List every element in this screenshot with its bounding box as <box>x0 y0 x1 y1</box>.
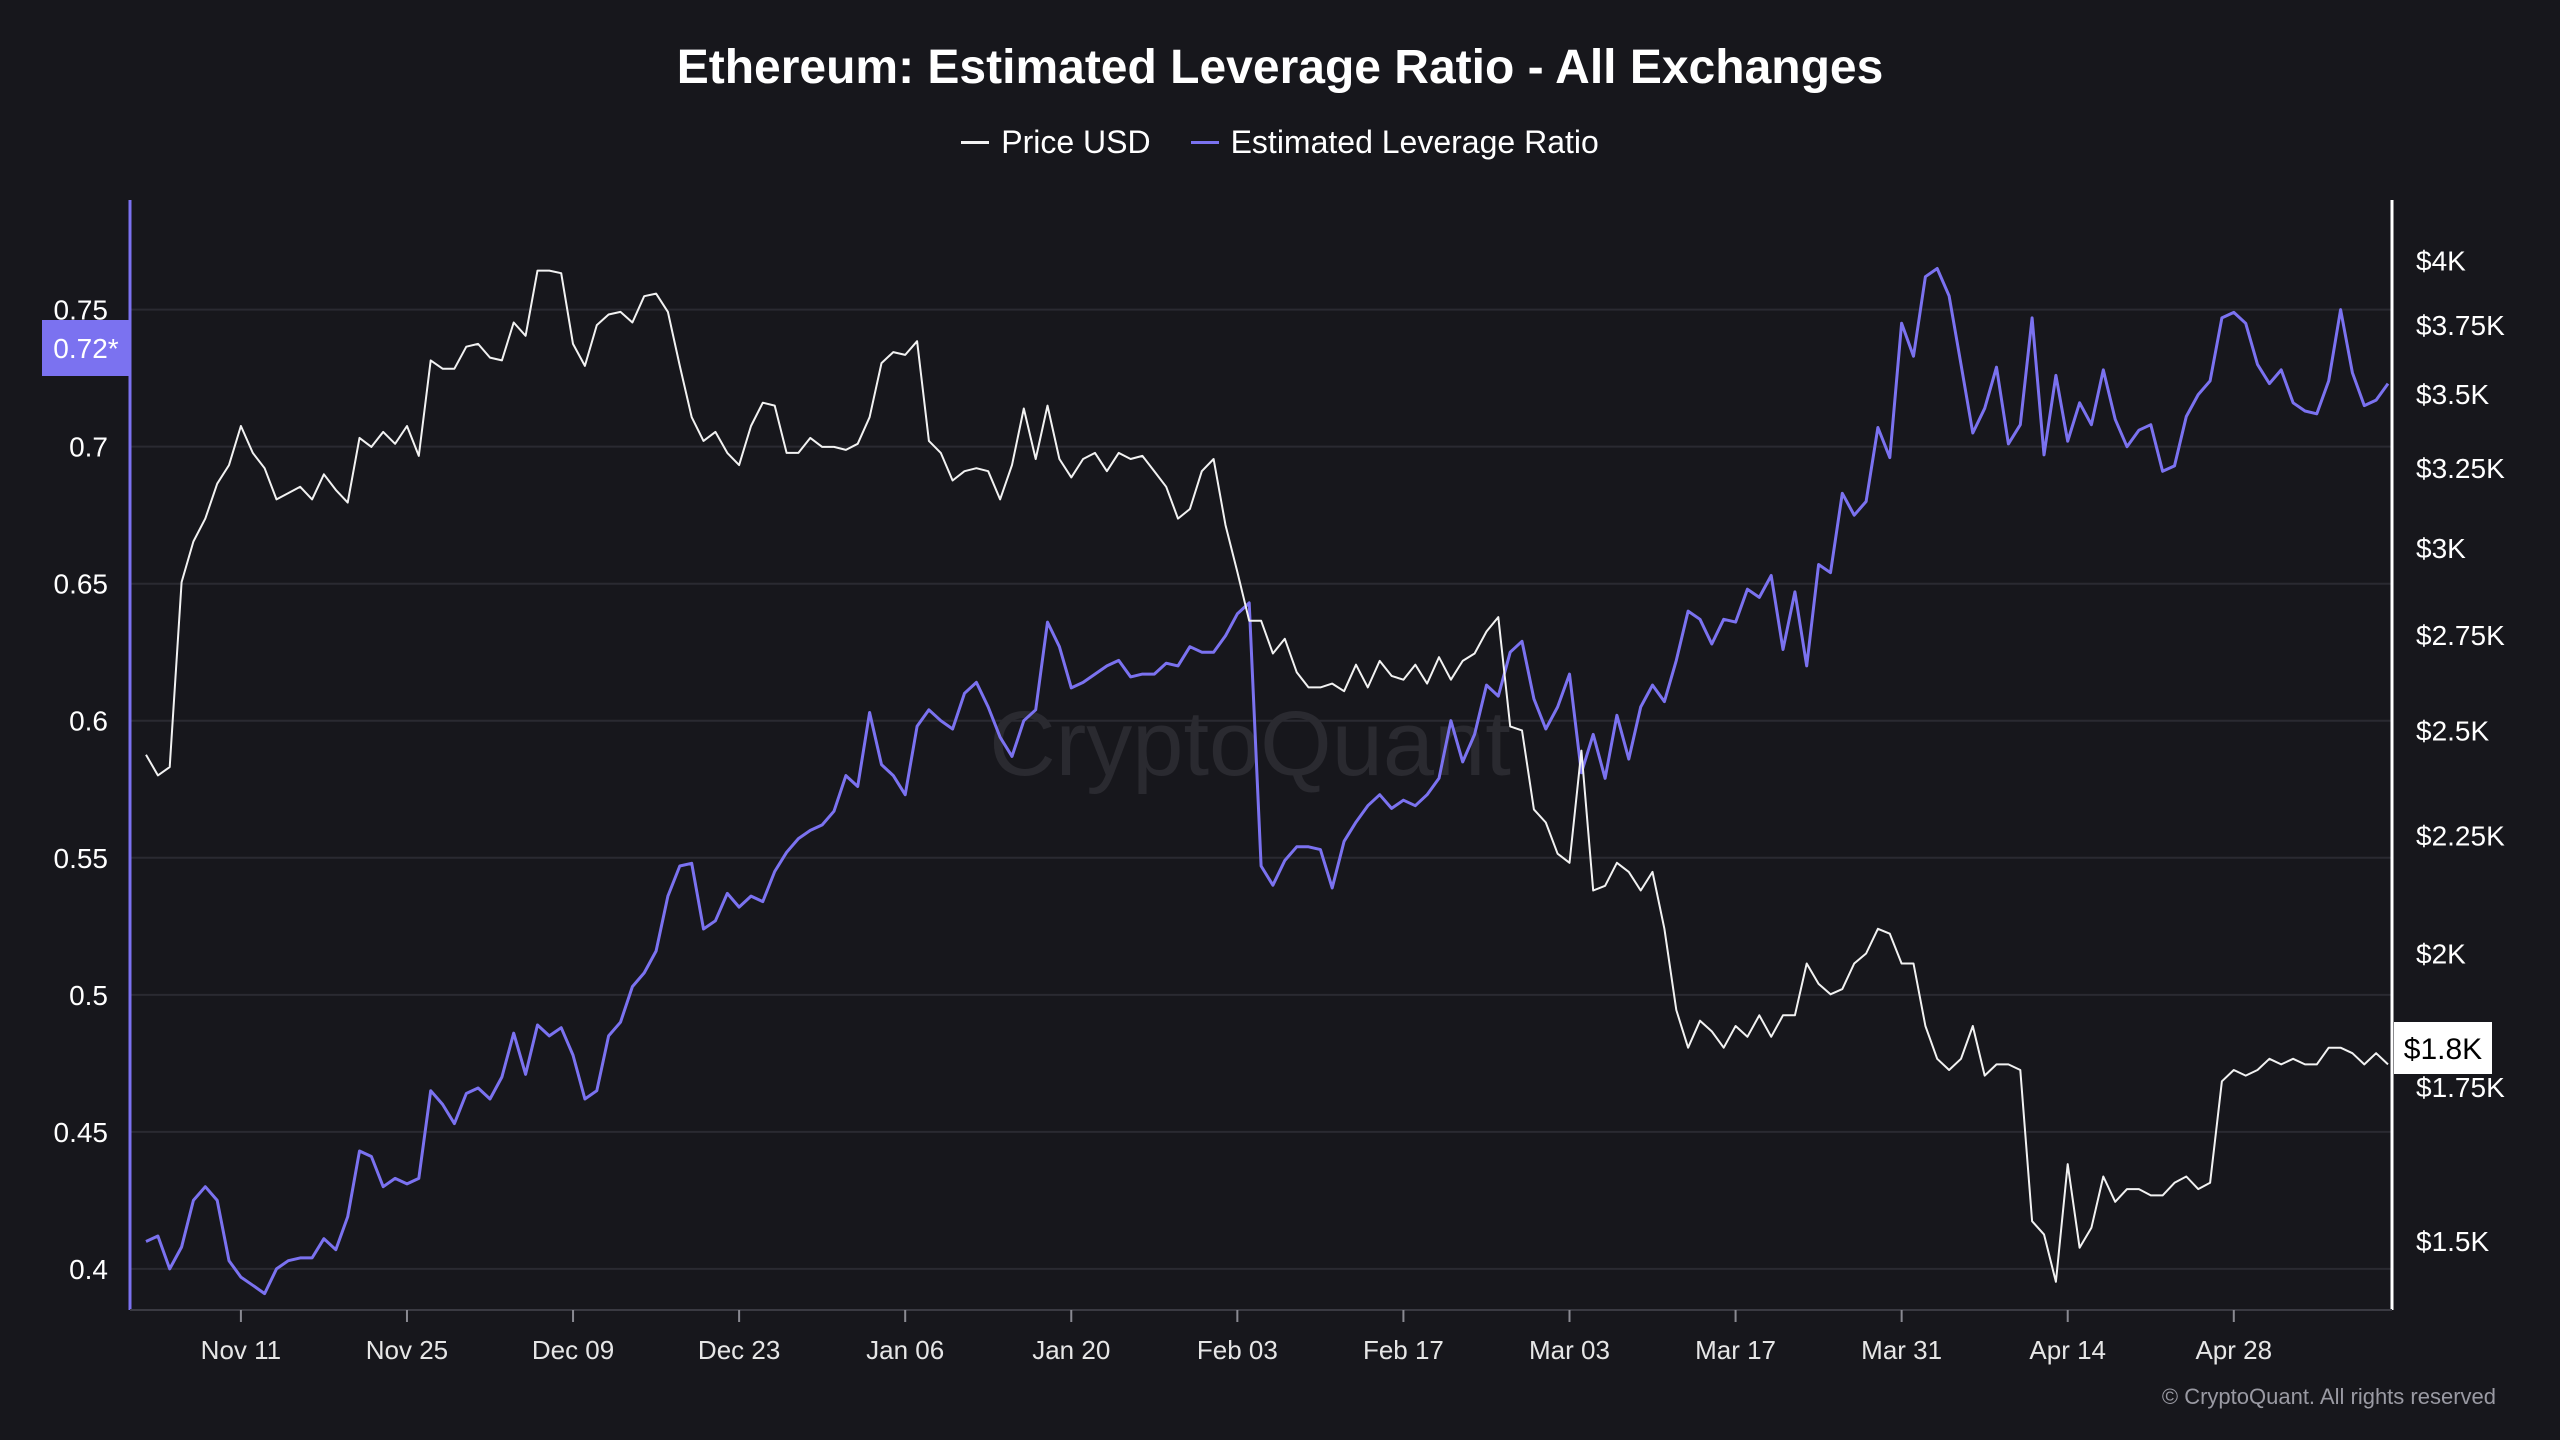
right-tick-label-1: $1.75K <box>2416 1072 2505 1103</box>
copyright-text: © CryptoQuant. All rights reserved <box>2162 1384 2496 1409</box>
series-layer <box>145 267 2390 1296</box>
chart-title: Ethereum: Estimated Leverage Ratio - All… <box>676 41 1884 94</box>
x-tick-label-7: Feb 17 <box>1363 1335 1444 1365</box>
x-tick-label-11: Apr 14 <box>2029 1335 2106 1365</box>
legend: Price USD Estimated Leverage Ratio <box>0 124 2560 161</box>
x-tick-label-9: Mar 17 <box>1695 1335 1776 1365</box>
x-tick-label-5: Jan 20 <box>1032 1335 1110 1365</box>
legend-item-price[interactable]: Price USD <box>961 124 1151 161</box>
left-axis: 0.40.450.50.550.60.650.70.75 <box>54 200 132 1310</box>
right-current-badge-label: $1.8K <box>2404 1033 2482 1066</box>
right-axis: $1.5K $1.75K $2K $2.25K $2.5K $2.75K $3K $3.25K… <box>2390 200 2505 1310</box>
right-tick-label-0: $1.5K <box>2416 1226 2489 1257</box>
series-line-price <box>145 269 2389 1283</box>
left-tick-label-2: 0.5 <box>69 980 108 1011</box>
x-tick-label-1: Nov 25 <box>366 1335 448 1365</box>
left-tick-label-1: 0.45 <box>54 1117 109 1148</box>
x-tick-label-2: Dec 09 <box>532 1335 614 1365</box>
x-axis: Nov 11 Nov 25 Dec 09 Dec 23 Jan 06 Jan 20 Feb … <box>130 1309 2392 1365</box>
right-tick-label-9: $3.75K <box>2416 310 2505 341</box>
x-tick-label-6: Feb 03 <box>1197 1335 1278 1365</box>
right-tick-label-10: $4K <box>2416 246 2466 277</box>
x-tick-label-3: Dec 23 <box>698 1335 780 1365</box>
right-tick-label-2: $2K <box>2416 938 2466 969</box>
right-current-badge: $1.8K <box>2394 1022 2492 1074</box>
legend-label-price: Price USD <box>1001 124 1151 160</box>
right-tick-label-6: $3K <box>2416 533 2466 564</box>
legend-swatch-leverage <box>1190 141 1219 144</box>
left-current-badge-bg <box>42 320 130 376</box>
left-tick-label-6: 0.7 <box>69 432 108 463</box>
right-tick-label-4: $2.5K <box>2416 715 2489 746</box>
left-tick-label-3: 0.55 <box>54 843 109 874</box>
left-tick-label-4: 0.6 <box>69 706 108 737</box>
right-tick-label-7: $3.25K <box>2416 453 2505 484</box>
right-tick-label-8: $3.5K <box>2416 379 2489 410</box>
series-line-leverage <box>145 267 2390 1296</box>
legend-item-leverage[interactable]: Estimated Leverage Ratio <box>1190 124 1599 161</box>
watermark-text: CryptoQuant <box>989 693 1511 795</box>
x-tick-label-10: Mar 31 <box>1861 1335 1942 1365</box>
left-tick-label-0: 0.4 <box>69 1254 108 1285</box>
left-current-badge-label: 0.72* <box>53 333 118 364</box>
x-tick-label-8: Mar 03 <box>1529 1335 1610 1365</box>
right-tick-label-5: $2.75K <box>2416 620 2505 651</box>
legend-label-leverage: Estimated Leverage Ratio <box>1230 124 1599 160</box>
left-tick-label-5: 0.65 <box>54 569 109 600</box>
grid-layer <box>130 308 2392 1270</box>
x-tick-label-4: Jan 06 <box>866 1335 944 1365</box>
x-tick-label-12: Apr 28 <box>2195 1335 2272 1365</box>
right-current-badge-bg <box>2394 1022 2492 1074</box>
left-current-badge: 0.72* <box>42 320 130 376</box>
legend-swatch-price <box>961 141 990 144</box>
right-tick-label-3: $2.25K <box>2416 821 2505 852</box>
x-tick-label-0: Nov 11 <box>201 1335 281 1365</box>
